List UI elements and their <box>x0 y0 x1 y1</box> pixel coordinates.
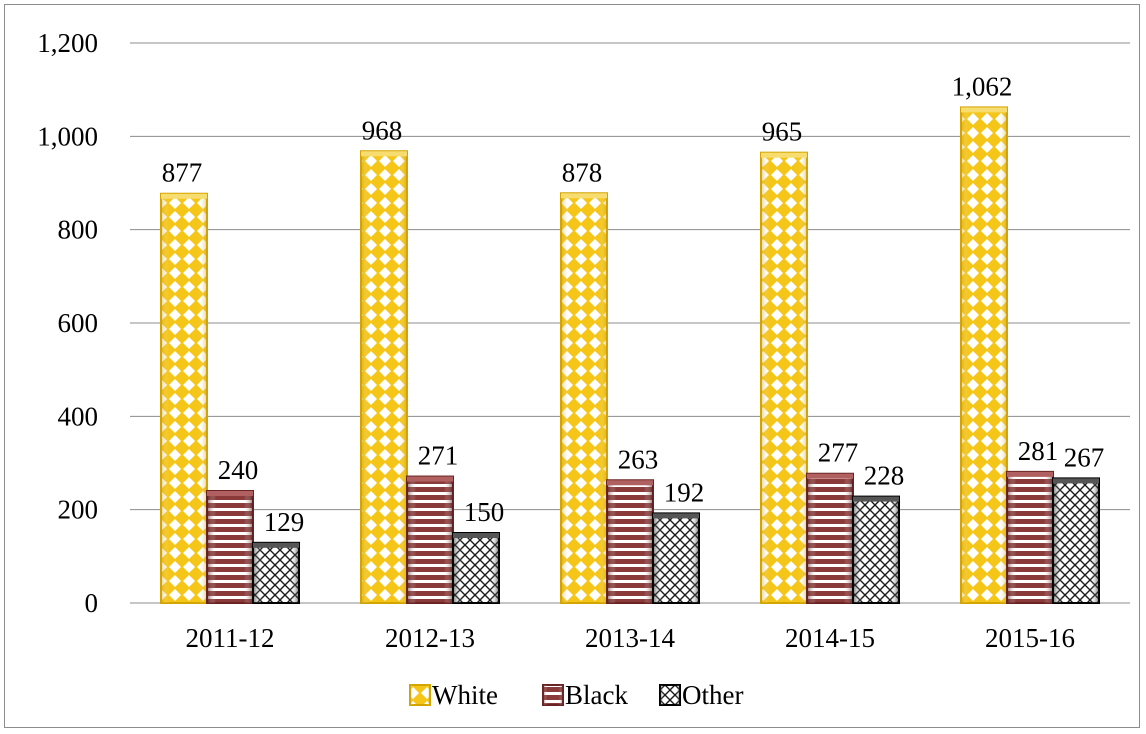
data-label-black: 281 <box>1018 436 1059 466</box>
data-label-other: 129 <box>264 507 305 537</box>
bar-top-bevel <box>161 193 207 199</box>
bar-shading <box>453 533 499 603</box>
legend-swatch-shading <box>660 685 680 705</box>
x-tick-label: 2013-14 <box>585 623 675 653</box>
bar-top-bevel <box>1053 478 1099 484</box>
bar-top-bevel <box>807 473 853 479</box>
bar-top-bevel <box>253 542 299 548</box>
data-label-other: 267 <box>1064 442 1105 472</box>
data-label-other: 150 <box>464 497 505 527</box>
bar-top-bevel <box>961 107 1007 113</box>
x-tick-label: 2011-12 <box>186 623 275 653</box>
legend-swatch-shading <box>410 685 430 705</box>
y-tick-label: 800 <box>58 215 99 245</box>
data-label-white: 878 <box>562 157 603 187</box>
legend-item-black: Black <box>542 680 628 710</box>
x-tick-label: 2012-13 <box>385 623 475 653</box>
bar-shading <box>407 476 453 603</box>
y-tick-label: 1,200 <box>37 28 98 58</box>
bar-top-bevel <box>761 152 807 158</box>
bar-top-bevel <box>361 151 407 157</box>
data-label-black: 240 <box>218 455 259 485</box>
data-label-black: 263 <box>618 444 659 474</box>
x-tick-label: 2014-15 <box>785 623 875 653</box>
bar-top-bevel <box>1007 471 1053 477</box>
y-tick-label: 1,000 <box>37 121 98 151</box>
bar-shading <box>207 491 253 603</box>
bar-top-bevel <box>207 491 253 496</box>
data-label-white: 968 <box>362 115 403 145</box>
data-label-white: 965 <box>762 117 803 147</box>
bar-shading <box>807 473 853 603</box>
bar-white-2011-12 <box>160 192 208 604</box>
data-label-other: 228 <box>864 461 905 491</box>
bar-shading <box>761 152 807 603</box>
bar-top-bevel <box>607 480 653 486</box>
bar-shading <box>607 480 653 603</box>
bar-shading <box>853 496 899 603</box>
bar-shading <box>1053 478 1099 603</box>
data-label-black: 277 <box>818 438 859 468</box>
bar-black-2013-14 <box>606 479 654 604</box>
legend-item-other: Other <box>659 680 743 710</box>
bar-shading <box>561 193 607 603</box>
legend-label: Other <box>682 680 743 710</box>
y-tick-label: 0 <box>85 588 99 618</box>
x-tick-label: 2015-16 <box>985 623 1075 653</box>
bar-shading <box>253 542 299 603</box>
bar-shading <box>961 107 1007 604</box>
bar-white-2012-13 <box>360 150 408 604</box>
legend-label: Black <box>565 680 628 710</box>
y-tick-label: 600 <box>58 308 99 338</box>
bar-other-2012-13 <box>452 532 500 604</box>
y-tick-label: 200 <box>58 495 99 525</box>
bar-black-2014-15 <box>806 472 854 604</box>
y-tick-label: 400 <box>58 401 99 431</box>
bar-top-bevel <box>653 513 699 519</box>
bar-shading <box>161 193 207 603</box>
bar-white-2013-14 <box>560 192 608 604</box>
bar-white-2014-15 <box>760 151 808 605</box>
bar-top-bevel <box>561 193 607 199</box>
bar-other-2011-12 <box>252 541 300 604</box>
bar-other-2014-15 <box>852 495 900 605</box>
bar-shading <box>361 151 407 603</box>
bar-black-2015-16 <box>1006 470 1054 604</box>
legend-label: White <box>432 680 498 710</box>
legend-swatch-shading <box>543 685 563 705</box>
bar-top-bevel <box>407 476 453 482</box>
bar-black-2011-12 <box>206 490 254 604</box>
legend-item-white: White <box>409 680 498 710</box>
bar-top-bevel <box>853 496 899 502</box>
bar-white-2015-16 <box>960 106 1008 605</box>
bar-other-2013-14 <box>652 512 700 605</box>
bar-other-2015-16 <box>1052 477 1100 604</box>
bar-shading <box>653 513 699 603</box>
data-label-white: 1,062 <box>952 71 1013 101</box>
bar-black-2012-13 <box>406 475 454 604</box>
data-label-black: 271 <box>418 441 459 471</box>
data-label-white: 877 <box>162 158 203 188</box>
bar-top-bevel <box>453 533 499 538</box>
data-label-other: 192 <box>664 477 705 507</box>
bar-shading <box>1007 471 1053 603</box>
